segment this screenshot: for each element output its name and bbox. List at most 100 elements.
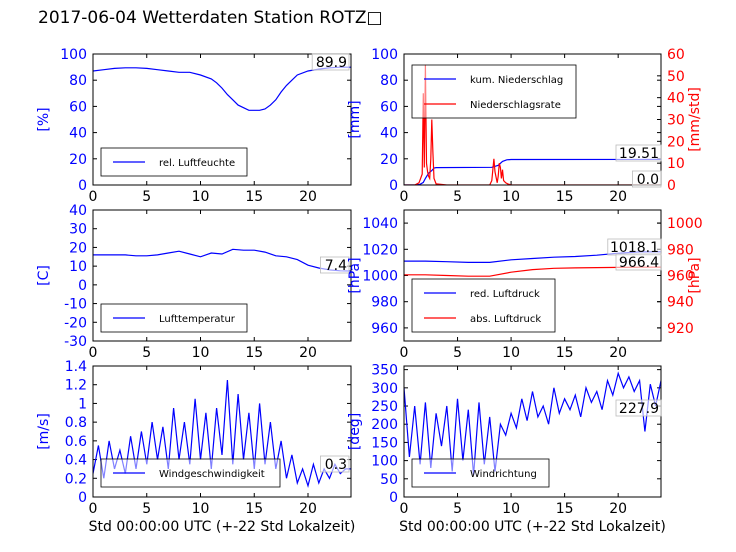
y-right-tick-label: 960 <box>667 269 694 285</box>
value-label: 89.9 <box>316 55 347 71</box>
chart-panel-4: 960 980 1000 1020 1040 0 5 10 15 20 920 940 960 980 10… <box>347 209 703 361</box>
y-right-tick-label: 50 <box>667 69 685 85</box>
legend-label: rel. Luftfeuchte <box>159 158 235 169</box>
plot-frame <box>403 209 662 342</box>
x-tick-label: 10 <box>192 501 210 517</box>
value-label-box <box>632 170 662 188</box>
x-tick-label: 5 <box>142 189 151 205</box>
x-tick-label: 10 <box>192 345 210 361</box>
x-tick-label: 10 <box>192 189 210 205</box>
x-tick-label: 10 <box>502 501 520 517</box>
legend-label: abs. Luftdruck <box>470 314 541 325</box>
x-tick-label: 5 <box>453 345 462 361</box>
y-right-tick-label: 920 <box>667 321 694 337</box>
y-tick-label: 10 <box>69 259 87 275</box>
y-right-tick-label: 1000 <box>667 216 703 232</box>
x-tick-label: 0 <box>400 189 409 205</box>
value-label: 0.0 <box>637 172 659 188</box>
y-tick-label: 40 <box>69 126 87 142</box>
y-tick-label: 0.2 <box>65 471 87 487</box>
x-tick-label: 0 <box>400 501 409 517</box>
value-label: 1018.1 <box>610 240 659 256</box>
y-axis-label: [m/s] <box>36 413 52 450</box>
y-tick-label: 1000 <box>362 269 398 285</box>
x-tick-label: 20 <box>299 501 317 517</box>
series-line <box>404 371 661 476</box>
legend-label: kum. Niederschlag <box>470 75 563 86</box>
x-tick-label: 15 <box>556 189 574 205</box>
x-tick-label: 20 <box>299 345 317 361</box>
y-tick-label: 100 <box>60 47 87 63</box>
y-right-tick-label: 30 <box>667 113 685 129</box>
value-label-box <box>319 455 350 473</box>
series-line <box>404 158 661 185</box>
plot-frame <box>92 365 352 498</box>
y-tick-label: 50 <box>380 472 398 488</box>
y-tick-label: 0.8 <box>65 415 87 431</box>
x-tick-label: 10 <box>502 345 520 361</box>
value-label: 19.51 <box>619 146 659 162</box>
y-tick-label: 0 <box>78 490 87 506</box>
legend-label: Windgeschwindigkeit <box>159 469 265 480</box>
value-label: 966.4 <box>619 255 659 271</box>
y-tick-label: 60 <box>380 99 398 115</box>
x-tick-label: 20 <box>299 189 317 205</box>
legend-label: Lufttemperatur <box>159 314 236 325</box>
y-right-tick-label: 60 <box>667 47 685 63</box>
chart-panel-1: 0 20 40 60 80 100 0 5 10 15 20 [%] rel. Luftfeuchte 8… <box>36 47 352 205</box>
plot-frame <box>403 365 662 498</box>
value-label-box <box>615 144 662 162</box>
y-tick-label: 0 <box>78 278 87 294</box>
y-tick-label: 980 <box>371 295 398 311</box>
chart-panel-2: 0 20 40 60 80 100 0 5 10 15 20 0 10 20 30 40 50 60 [mm/std… <box>347 47 703 205</box>
figure-title: 2017-06-04 Wetterdaten Station ROTZ□ <box>38 8 383 28</box>
y-tick-label: 0.4 <box>65 453 87 469</box>
chart-panel-5: 00.20.40.60.811.21.40 5 10 15 20[m/s]Std 00:… <box>36 359 355 535</box>
y-tick-label: 100 <box>371 47 398 63</box>
legend-label: Windrichtung <box>470 469 537 480</box>
y-tick-label: 0 <box>78 178 87 194</box>
x-tick-label: 0 <box>400 345 409 361</box>
x-tick-label: 0 <box>89 345 98 361</box>
y-right-tick-label: 20 <box>667 134 685 150</box>
y-tick-label: 20 <box>69 240 87 256</box>
y-right-tick-label: 10 <box>667 156 685 172</box>
y-tick-label: 300 <box>371 381 398 397</box>
y-tick-label: 200 <box>371 417 398 433</box>
x-tick-label: 15 <box>245 189 263 205</box>
y-tick-label: 960 <box>371 321 398 337</box>
y-tick-label: 30 <box>69 222 87 238</box>
series-line <box>93 248 351 272</box>
y-axis-label: [C] <box>36 265 52 286</box>
y-tick-label: 100 <box>371 454 398 470</box>
y-right-tick-label: 980 <box>667 242 694 258</box>
y-tick-label: 80 <box>69 73 87 89</box>
y-tick-label: 250 <box>371 399 398 415</box>
x-tick-label: 0 <box>89 501 98 517</box>
y-right-tick-label: 940 <box>667 295 694 311</box>
y-right-tick-label: 0 <box>667 178 676 194</box>
chart-panel-3: -30 -20 -10 0 10 20 30 40 0 5 10 15 20 [C] Lufttempera… <box>36 203 352 361</box>
y-tick-label: 1.2 <box>65 378 87 394</box>
y-tick-label: 350 <box>371 363 398 379</box>
plot-frame <box>403 53 662 186</box>
x-tick-label: 10 <box>502 189 520 205</box>
x-tick-label: 5 <box>142 501 151 517</box>
x-tick-label: 20 <box>609 501 627 517</box>
y-tick-label: -10 <box>64 297 87 313</box>
y-tick-label: 1040 <box>362 216 398 232</box>
x-tick-label: 15 <box>556 345 574 361</box>
value-label: 7.4 <box>325 258 347 274</box>
legend-box <box>411 64 577 119</box>
value-label-box <box>319 256 350 274</box>
value-label-box <box>311 53 350 71</box>
y-tick-label: 0 <box>389 178 398 194</box>
y-axis-label: [hPa] <box>347 257 363 293</box>
y-tick-label: 20 <box>69 152 87 168</box>
y-tick-label: 40 <box>380 126 398 142</box>
y-tick-label: 1020 <box>362 242 398 258</box>
x-axis-label: Std 00:00:00 UTC (+-22 Std Lokalzeit) <box>89 519 356 535</box>
x-tick-label: 15 <box>245 345 263 361</box>
y-tick-label: -30 <box>64 334 87 350</box>
